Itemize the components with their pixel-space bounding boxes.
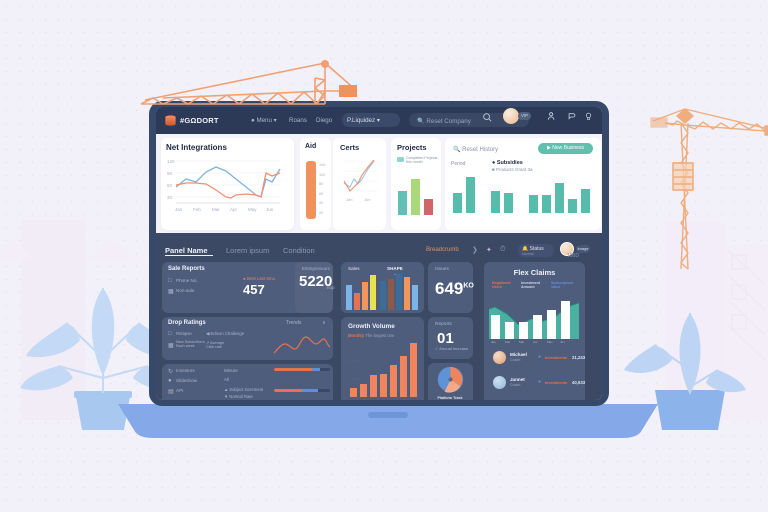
svg-text:Jun: Jun bbox=[266, 207, 274, 212]
svg-text:Jan: Jan bbox=[175, 207, 183, 212]
svg-text:60: 60 bbox=[167, 183, 173, 188]
svg-text:120: 120 bbox=[167, 159, 175, 164]
svg-text:Feb: Feb bbox=[193, 207, 201, 212]
svg-text:Jan: Jan bbox=[346, 197, 352, 202]
svg-text:Apr: Apr bbox=[230, 207, 238, 212]
svg-text:Feb: Feb bbox=[505, 340, 511, 343]
svg-text:May: May bbox=[248, 207, 257, 212]
svg-text:Jan: Jan bbox=[491, 340, 496, 343]
svg-text:May: May bbox=[547, 340, 553, 343]
svg-text:Mar: Mar bbox=[212, 207, 220, 212]
svg-text:Jun: Jun bbox=[560, 340, 565, 343]
svg-text:30: 30 bbox=[167, 195, 173, 200]
svg-text:Mar: Mar bbox=[519, 340, 524, 343]
svg-text:Jun: Jun bbox=[364, 197, 370, 202]
svg-text:Apr: Apr bbox=[533, 340, 538, 343]
svg-text:90: 90 bbox=[167, 171, 173, 176]
